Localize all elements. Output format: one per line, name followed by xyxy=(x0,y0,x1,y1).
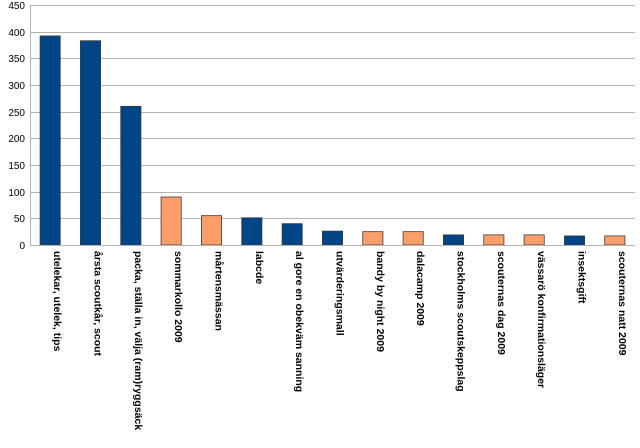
bar-12 xyxy=(483,234,505,246)
y-tick-label: 450 xyxy=(8,1,25,12)
x-category-label: stockholms scoutskeppslag xyxy=(455,251,467,392)
y-axis-tick-labels: 0 50 100 150 200 250 300 350 400 450 xyxy=(8,1,25,252)
bar-8 xyxy=(322,230,343,246)
bar-5 xyxy=(201,215,222,246)
x-category-label: packa, ställa in, välja (ram)ryggsäck xyxy=(132,251,144,430)
y-tick-label: 400 xyxy=(8,28,25,39)
x-category-label: dalacamp 2009 xyxy=(414,251,426,326)
bar-7 xyxy=(281,223,303,246)
x-category-label: vässarö konfirmationsläger xyxy=(535,251,547,388)
y-tick-label: 300 xyxy=(8,81,25,92)
x-category-label: al gore en obekväm sanning xyxy=(293,251,305,392)
bar-6 xyxy=(241,217,263,246)
x-category-label: sommarkollo 2009 xyxy=(172,251,184,343)
bar-2 xyxy=(80,40,101,246)
y-tick-label: 350 xyxy=(8,54,25,65)
x-category-label: labcde xyxy=(253,251,265,284)
y-tick-label: 250 xyxy=(8,108,25,119)
x-category-label: årsta scoutkår, scout xyxy=(92,251,104,357)
x-category-label: utvärderingsmall xyxy=(334,251,346,336)
bar-14 xyxy=(564,235,585,246)
x-category-label: scouternas natt 2009 xyxy=(616,251,628,356)
y-tick-label: 200 xyxy=(8,134,25,145)
bar-11 xyxy=(443,234,464,246)
bar-13 xyxy=(523,234,545,246)
x-category-label: insektsgift xyxy=(576,251,588,304)
bars xyxy=(39,35,626,246)
bar-15 xyxy=(604,235,626,246)
y-tick-label: 100 xyxy=(8,188,25,199)
x-category-label: utelekar, utelek, tips xyxy=(51,251,63,352)
bar-1 xyxy=(39,35,61,246)
bar-9 xyxy=(362,231,384,246)
y-tick-label: 150 xyxy=(8,161,25,172)
axes xyxy=(30,5,635,246)
y-tick-label: 0 xyxy=(19,241,25,252)
y-tick-label: 50 xyxy=(14,214,26,225)
x-category-label: bandy by night 2009 xyxy=(374,251,386,352)
x-category-label: mårtensmässan xyxy=(213,251,225,331)
x-axis-category-labels: utelekar, utelek, tips årsta scoutkår, sc… xyxy=(51,251,628,430)
bar-10 xyxy=(402,231,424,246)
bar-4 xyxy=(160,196,182,246)
x-category-label: scouternas dag 2009 xyxy=(495,251,507,355)
bar-3 xyxy=(120,105,142,246)
